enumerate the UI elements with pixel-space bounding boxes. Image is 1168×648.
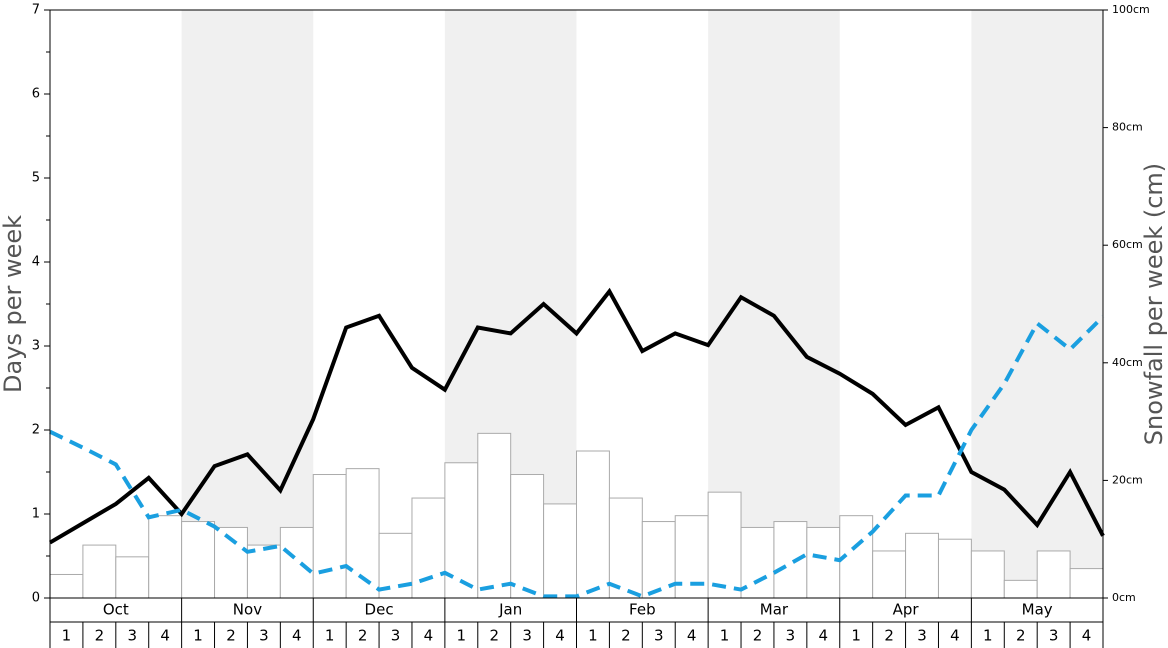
x-tick-label: 3 [522, 627, 532, 645]
x-tick-label: 4 [1082, 627, 1092, 645]
bar [872, 550, 907, 599]
x-tick-label: 3 [259, 627, 269, 645]
x-tick-label: 2 [226, 627, 236, 645]
x-tick-label: 2 [95, 627, 105, 645]
bar [1003, 579, 1038, 599]
x-tick-label: 1 [720, 627, 730, 645]
x-tick-label: 1 [193, 627, 203, 645]
y-tick-label: 0 [32, 591, 40, 606]
bar [510, 474, 545, 599]
month-label: Jan [498, 601, 522, 619]
month-label: Apr [893, 601, 920, 619]
bar [444, 462, 479, 599]
x-tick-label: 4 [687, 627, 697, 645]
bar [707, 491, 742, 599]
x-tick-label: 4 [292, 627, 302, 645]
bar [82, 544, 117, 599]
x-tick-label: 4 [160, 627, 170, 645]
bar [970, 550, 1005, 599]
x-tick-label: 4 [555, 627, 565, 645]
x-tick-label: 3 [127, 627, 137, 645]
x-tick-label: 4 [424, 627, 434, 645]
x-tick-label: 2 [489, 627, 499, 645]
bar [543, 503, 577, 599]
y-axis-title: Days per week [0, 215, 27, 393]
x-tick-label: 1 [851, 627, 861, 645]
y2-tick-label: 80cm [1112, 121, 1143, 134]
y-tick-label: 3 [32, 339, 40, 354]
line-series [49, 315, 1105, 599]
bar [49, 573, 84, 599]
month-label: Nov [233, 601, 262, 619]
bar [905, 532, 939, 599]
x-tick-label: 2 [621, 627, 631, 645]
y-tick-label: 4 [32, 255, 40, 270]
bar [411, 497, 446, 599]
y2-axis-title: Snowfall per week (cm) [1140, 163, 1168, 445]
bar [576, 450, 610, 599]
bar [608, 497, 643, 599]
month-label: Feb [629, 601, 656, 619]
y-tick-label: 2 [32, 423, 40, 438]
x-tick-label: 3 [917, 627, 927, 645]
y-tick-label: 6 [32, 87, 40, 102]
month-label: Mar [760, 601, 789, 619]
bar [181, 521, 216, 599]
y2-tick-label: 20cm [1112, 473, 1143, 486]
x-tick-label: 2 [358, 627, 368, 645]
bar [1069, 568, 1104, 599]
month-label: Dec [365, 601, 394, 619]
y-tick-label: 5 [32, 171, 40, 186]
bar [1036, 550, 1071, 599]
month-band [971, 10, 1103, 598]
x-tick-label: 2 [753, 627, 763, 645]
y-tick-label: 7 [32, 3, 40, 18]
x-tick-label: 1 [983, 627, 993, 645]
bar [312, 474, 347, 599]
x-tick-label: 3 [1049, 627, 1059, 645]
x-tick-label: 4 [819, 627, 829, 645]
x-tick-label: 2 [1016, 627, 1026, 645]
bar [279, 526, 314, 599]
x-tick-label: 4 [950, 627, 960, 645]
bar [806, 526, 841, 599]
y2-tick-label: 60cm [1112, 238, 1143, 251]
x-tick-label: 2 [884, 627, 894, 645]
x-tick-label: 1 [62, 627, 72, 645]
y-tick-label: 1 [32, 507, 40, 522]
line-series [48, 287, 1105, 545]
x-tick-label: 1 [588, 627, 598, 645]
bar [246, 544, 281, 599]
x-tick-label: 1 [325, 627, 335, 645]
month-band [181, 10, 314, 598]
y2-tick-label: 40cm [1112, 356, 1143, 369]
bar [115, 556, 150, 599]
x-tick-label: 3 [786, 627, 796, 645]
bar [148, 515, 183, 599]
x-tick-label: 3 [654, 627, 664, 645]
bar [477, 432, 512, 599]
x-tick-label: 1 [457, 627, 467, 645]
bar [937, 538, 972, 599]
month-label: May [1022, 601, 1053, 619]
month-label: Oct [103, 601, 129, 619]
bar [773, 521, 808, 599]
y2-tick-label: 0cm [1112, 591, 1136, 604]
y2-tick-label: 100cm [1112, 3, 1150, 16]
x-tick-label: 3 [391, 627, 401, 645]
